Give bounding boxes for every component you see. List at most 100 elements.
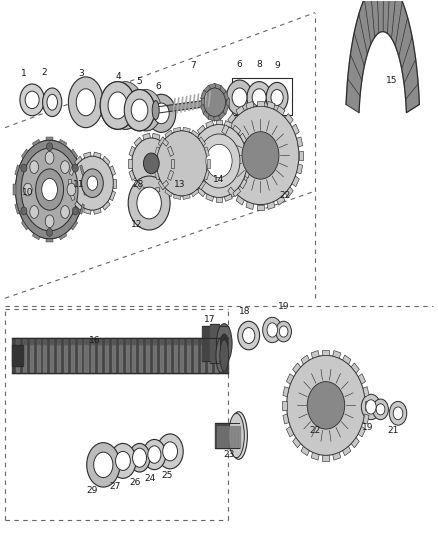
Polygon shape xyxy=(71,221,78,230)
Text: 15: 15 xyxy=(386,76,397,85)
Polygon shape xyxy=(187,338,190,345)
Ellipse shape xyxy=(45,151,54,164)
Polygon shape xyxy=(191,130,199,138)
Text: 8: 8 xyxy=(256,60,262,69)
Polygon shape xyxy=(167,338,170,345)
Polygon shape xyxy=(69,166,75,175)
Polygon shape xyxy=(165,189,172,197)
Polygon shape xyxy=(223,426,225,448)
Ellipse shape xyxy=(76,89,95,116)
Ellipse shape xyxy=(157,434,183,469)
Polygon shape xyxy=(233,125,240,134)
Ellipse shape xyxy=(68,77,103,127)
Polygon shape xyxy=(146,345,149,373)
Polygon shape xyxy=(183,195,190,199)
Polygon shape xyxy=(220,426,222,448)
Polygon shape xyxy=(301,355,309,364)
Ellipse shape xyxy=(153,103,169,124)
Ellipse shape xyxy=(220,334,228,353)
Text: 12: 12 xyxy=(131,220,143,229)
Ellipse shape xyxy=(252,89,266,106)
Polygon shape xyxy=(191,179,198,189)
Ellipse shape xyxy=(243,328,255,343)
Polygon shape xyxy=(199,181,205,190)
Ellipse shape xyxy=(124,90,155,131)
Polygon shape xyxy=(161,137,169,147)
Polygon shape xyxy=(60,139,67,146)
Polygon shape xyxy=(226,426,228,448)
Polygon shape xyxy=(205,170,209,180)
Polygon shape xyxy=(322,350,329,356)
Polygon shape xyxy=(283,414,289,424)
Polygon shape xyxy=(15,204,19,214)
Text: 17: 17 xyxy=(204,315,215,324)
Polygon shape xyxy=(293,363,300,373)
Polygon shape xyxy=(134,180,142,190)
Polygon shape xyxy=(224,195,232,201)
Text: 16: 16 xyxy=(89,336,100,345)
Text: 22: 22 xyxy=(309,426,321,435)
Text: 1: 1 xyxy=(21,69,26,78)
Polygon shape xyxy=(240,133,247,143)
Polygon shape xyxy=(80,165,85,175)
Polygon shape xyxy=(333,351,341,358)
Ellipse shape xyxy=(108,82,143,129)
Polygon shape xyxy=(285,114,293,124)
Ellipse shape xyxy=(247,82,272,114)
Polygon shape xyxy=(143,133,150,140)
Polygon shape xyxy=(132,338,135,345)
Polygon shape xyxy=(15,165,19,175)
Polygon shape xyxy=(199,137,205,146)
Ellipse shape xyxy=(110,443,136,478)
Polygon shape xyxy=(246,202,254,209)
Polygon shape xyxy=(84,208,91,214)
Polygon shape xyxy=(208,345,211,373)
Ellipse shape xyxy=(124,90,155,131)
Ellipse shape xyxy=(72,164,78,172)
Polygon shape xyxy=(155,170,159,180)
Polygon shape xyxy=(215,197,223,202)
Text: 11: 11 xyxy=(73,180,84,189)
Polygon shape xyxy=(214,84,221,90)
Ellipse shape xyxy=(144,153,159,174)
Ellipse shape xyxy=(21,148,78,231)
Polygon shape xyxy=(85,345,88,373)
Polygon shape xyxy=(103,201,110,210)
Polygon shape xyxy=(161,180,169,190)
Polygon shape xyxy=(236,196,244,205)
Ellipse shape xyxy=(87,176,98,190)
Text: 22: 22 xyxy=(279,191,290,199)
Polygon shape xyxy=(23,338,26,345)
Text: 13: 13 xyxy=(174,180,185,189)
Ellipse shape xyxy=(148,446,161,463)
Polygon shape xyxy=(23,345,26,373)
Polygon shape xyxy=(187,345,190,373)
Ellipse shape xyxy=(389,401,407,425)
Ellipse shape xyxy=(42,179,57,200)
Ellipse shape xyxy=(152,101,159,120)
Polygon shape xyxy=(358,426,366,437)
Ellipse shape xyxy=(276,321,291,342)
Polygon shape xyxy=(57,338,60,345)
Polygon shape xyxy=(240,179,247,189)
Polygon shape xyxy=(139,338,142,345)
Ellipse shape xyxy=(222,106,299,205)
Polygon shape xyxy=(71,338,74,345)
Polygon shape xyxy=(232,426,234,448)
Ellipse shape xyxy=(266,83,288,112)
Polygon shape xyxy=(110,166,116,175)
Text: 19: 19 xyxy=(278,302,290,311)
Polygon shape xyxy=(215,423,239,448)
Polygon shape xyxy=(85,338,88,345)
Ellipse shape xyxy=(30,161,39,173)
Polygon shape xyxy=(187,144,193,154)
Polygon shape xyxy=(153,345,156,373)
Ellipse shape xyxy=(94,452,113,478)
Polygon shape xyxy=(32,139,40,146)
Polygon shape xyxy=(94,208,101,214)
Polygon shape xyxy=(139,345,142,373)
Polygon shape xyxy=(50,338,53,345)
Ellipse shape xyxy=(366,400,376,414)
Polygon shape xyxy=(233,188,240,197)
Polygon shape xyxy=(346,0,419,112)
